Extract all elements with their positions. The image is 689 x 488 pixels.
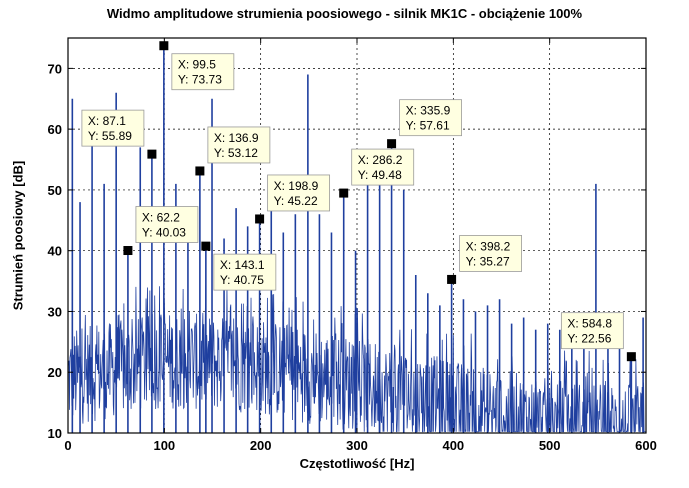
data-tips: X: 62.2Y: 40.03X: 87.1Y: 55.89X: 99.5Y: … xyxy=(81,41,636,362)
x-tick-label: 600 xyxy=(635,438,657,453)
datatip-x-label: X: 335.9 xyxy=(406,104,451,118)
datatip-box xyxy=(459,235,522,272)
datatip-box xyxy=(213,253,277,291)
datatip: X: 584.8Y: 22.56 xyxy=(560,312,636,362)
x-tick-label: 0 xyxy=(64,438,71,453)
datatip-x-label: X: 136.9 xyxy=(214,131,259,145)
datatip-marker xyxy=(387,139,397,149)
datatip-box xyxy=(81,109,145,147)
datatip-marker xyxy=(626,352,636,362)
datatip-marker xyxy=(201,241,211,251)
datatip-marker xyxy=(255,214,265,224)
x-tick-label: 400 xyxy=(442,438,464,453)
datatip-y-label: Y: 35.27 xyxy=(466,254,510,268)
datatip-marker xyxy=(159,41,169,51)
x-axis-label: Częstotliwość [Hz] xyxy=(299,456,415,471)
y-tick-label: 50 xyxy=(48,183,62,198)
datatip: X: 62.2Y: 40.03 xyxy=(123,206,199,256)
datatip-y-label: Y: 40.75 xyxy=(220,273,264,287)
datatip-y-label: Y: 45.22 xyxy=(274,194,318,208)
datatip-y-label: Y: 53.12 xyxy=(214,146,258,160)
y-tick-label: 60 xyxy=(48,122,62,137)
datatip: X: 398.2Y: 35.27 xyxy=(447,235,522,284)
y-tick-label: 20 xyxy=(48,365,62,380)
x-tick-label: 200 xyxy=(250,438,272,453)
axis-ticks: 0 100 200 300 400 500 600 10 20 30 40 50 60 70 xyxy=(48,38,657,453)
datatip-x-label: X: 198.9 xyxy=(274,179,319,193)
x-tick-label: 300 xyxy=(346,438,368,453)
y-tick-label: 40 xyxy=(48,244,62,259)
datatip: X: 198.9Y: 45.22 xyxy=(255,174,331,224)
datatip-x-label: X: 99.5 xyxy=(178,58,216,72)
datatip: X: 99.5Y: 73.73 xyxy=(159,41,235,91)
datatip: X: 143.1Y: 40.75 xyxy=(201,241,277,291)
chart-title: Widmo amplitudowe strumienia poosiowego … xyxy=(106,6,583,21)
datatip: X: 87.1Y: 55.89 xyxy=(81,109,157,159)
datatip-x-label: X: 286.2 xyxy=(358,153,403,167)
datatip-marker xyxy=(447,274,457,284)
y-tick-label: 30 xyxy=(48,304,62,319)
datatip-box xyxy=(399,99,462,137)
datatip-y-label: Y: 49.48 xyxy=(358,168,402,182)
datatip-y-label: Y: 22.56 xyxy=(567,332,611,346)
datatip-x-label: X: 584.8 xyxy=(567,317,612,331)
datatip-box xyxy=(135,206,199,243)
datatip: X: 335.9Y: 57.61 xyxy=(387,99,462,149)
y-tick-label: 70 xyxy=(48,61,62,76)
datatip-marker xyxy=(339,188,349,198)
datatip-marker xyxy=(123,246,133,256)
datatip-y-label: Y: 40.03 xyxy=(142,226,186,240)
datatip: X: 286.2Y: 49.48 xyxy=(339,148,415,198)
datatip-box xyxy=(560,312,624,350)
x-tick-label: 500 xyxy=(539,438,561,453)
datatip-y-label: Y: 57.61 xyxy=(406,119,450,133)
datatip-marker xyxy=(195,166,205,176)
datatip-box xyxy=(267,174,331,212)
datatip: X: 136.9Y: 53.12 xyxy=(195,126,271,176)
x-tick-label: 100 xyxy=(153,438,175,453)
y-tick-label: 10 xyxy=(48,426,62,441)
datatip-x-label: X: 62.2 xyxy=(142,211,180,225)
datatip-marker xyxy=(147,149,157,159)
datatip-box xyxy=(171,53,235,91)
datatip-x-label: X: 398.2 xyxy=(466,239,511,253)
datatip-box xyxy=(351,148,415,186)
datatip-x-label: X: 143.1 xyxy=(220,258,265,272)
datatip-box xyxy=(207,126,271,164)
datatip-y-label: Y: 73.73 xyxy=(178,73,222,87)
datatip-y-label: Y: 55.89 xyxy=(88,129,132,143)
datatip-x-label: X: 87.1 xyxy=(88,114,126,128)
